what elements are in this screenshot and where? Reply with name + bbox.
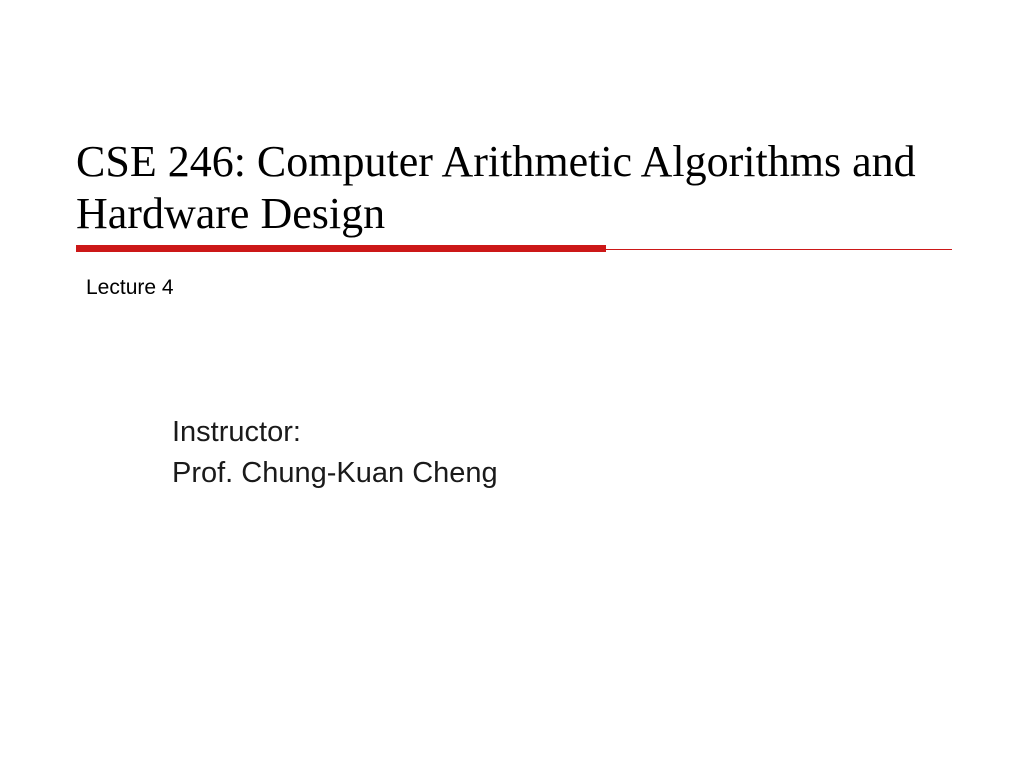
instructor-label: Instructor:: [172, 412, 498, 453]
instructor-name: Prof. Chung-Kuan Cheng: [172, 453, 498, 494]
slide-subtitle: Lecture 4: [86, 276, 174, 300]
slide-container: CSE 246: Computer Arithmetic Algorithms …: [0, 0, 1024, 768]
slide-body: Instructor: Prof. Chung-Kuan Cheng: [172, 412, 498, 493]
divider-thick-bar: [76, 245, 606, 252]
slide-title: CSE 246: Computer Arithmetic Algorithms …: [76, 136, 956, 240]
title-divider: [76, 245, 952, 252]
